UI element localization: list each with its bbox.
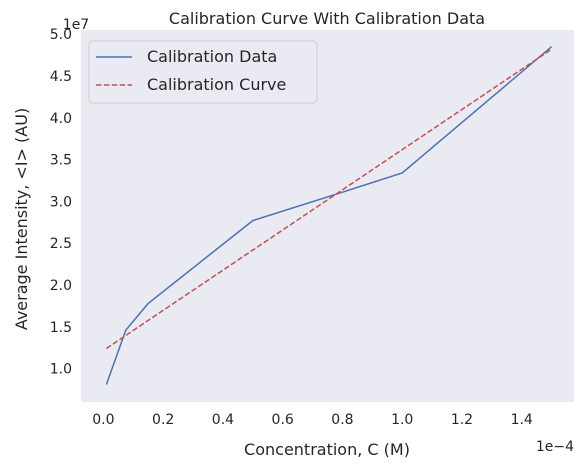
series-line-calibration-curve xyxy=(105,48,553,350)
x-tick-label: 1.4 xyxy=(511,412,533,428)
y-tick-label: 4.5 xyxy=(50,69,72,85)
chart-title: Calibration Curve With Calibration Data xyxy=(169,9,485,28)
y-axis-label: Average Intensity, <I> (AU) xyxy=(12,108,31,330)
x-tick-label: 0.8 xyxy=(331,412,353,428)
x-tick-label: 0.0 xyxy=(92,412,114,428)
y-tick-label: 1.0 xyxy=(50,362,72,378)
y-tick-label: 1.5 xyxy=(50,320,72,336)
y-tick-label: 3.0 xyxy=(50,194,72,210)
legend: Calibration Data Calibration Curve xyxy=(88,40,318,104)
x-tick-label: 1.2 xyxy=(451,412,473,428)
series-line-calibration-data xyxy=(105,46,553,385)
x-tick-label: 0.4 xyxy=(212,412,234,428)
x-axis-label: Concentration, C (M) xyxy=(244,440,410,459)
x-tick-label: 1.0 xyxy=(391,412,413,428)
x-tick-label: 0.6 xyxy=(272,412,294,428)
legend-box xyxy=(88,40,318,104)
x-tick-label: 0.2 xyxy=(152,412,174,428)
y-tick-label: 2.5 xyxy=(50,236,72,252)
y-axis-scale-label: 1e7 xyxy=(63,17,89,33)
legend-label-calibration-curve: Calibration Curve xyxy=(147,75,286,94)
y-tick-label: 5.0 xyxy=(50,27,72,43)
series-layer xyxy=(105,46,553,385)
x-axis-ticks: 0.0 0.2 0.4 0.6 0.8 1.0 1.2 1.4 xyxy=(92,412,533,428)
x-axis-scale-label: 1e−4 xyxy=(536,439,574,455)
y-axis-ticks: 1.0 1.5 2.0 2.5 3.0 3.5 4.0 4.5 5.0 xyxy=(50,27,72,377)
y-tick-label: 4.0 xyxy=(50,111,72,127)
y-tick-label: 3.5 xyxy=(50,153,72,169)
y-tick-label: 2.0 xyxy=(50,278,72,294)
legend-label-calibration-data: Calibration Data xyxy=(147,47,277,66)
